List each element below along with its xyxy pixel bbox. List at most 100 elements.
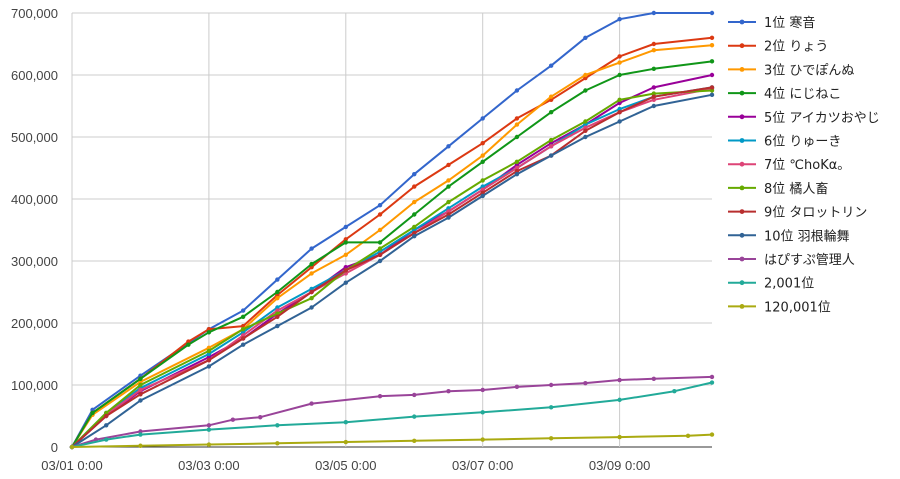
data-point[interactable] <box>309 246 314 251</box>
data-point[interactable] <box>514 116 520 121</box>
data-point[interactable] <box>240 333 246 338</box>
data-point[interactable] <box>412 199 417 205</box>
data-point[interactable] <box>206 351 212 357</box>
data-point[interactable] <box>514 88 520 93</box>
data-point[interactable] <box>548 110 554 115</box>
data-point[interactable] <box>412 227 417 233</box>
data-point[interactable] <box>343 280 348 285</box>
data-point[interactable] <box>343 252 348 257</box>
data-point[interactable] <box>583 119 588 124</box>
data-point[interactable] <box>480 187 485 192</box>
data-point[interactable] <box>480 141 485 146</box>
legend-item[interactable]: 4位 にじねこ <box>728 87 841 102</box>
data-point[interactable] <box>651 48 657 53</box>
data-point[interactable] <box>617 17 622 22</box>
data-point[interactable] <box>583 35 588 40</box>
legend-item[interactable]: 2位 りょう <box>728 40 828 55</box>
data-point[interactable] <box>548 153 554 158</box>
data-point[interactable] <box>412 212 417 217</box>
data-point[interactable] <box>446 209 451 214</box>
data-point[interactable] <box>69 444 75 450</box>
data-point[interactable] <box>206 330 212 335</box>
data-point[interactable] <box>480 190 485 195</box>
data-point[interactable] <box>651 376 657 381</box>
data-point[interactable] <box>343 224 348 230</box>
data-point[interactable] <box>138 382 143 388</box>
data-point[interactable] <box>343 240 348 245</box>
data-point[interactable] <box>709 35 715 40</box>
data-point[interactable] <box>206 348 212 354</box>
data-point[interactable] <box>583 128 588 133</box>
data-point[interactable] <box>480 184 485 189</box>
data-point[interactable] <box>583 75 588 81</box>
data-point[interactable] <box>709 380 715 385</box>
data-point[interactable] <box>412 172 417 177</box>
data-point[interactable] <box>617 106 622 112</box>
data-point[interactable] <box>514 122 520 127</box>
series-line[interactable] <box>71 93 713 448</box>
data-point[interactable] <box>548 141 554 146</box>
data-point[interactable] <box>412 392 417 398</box>
data-point[interactable] <box>275 305 280 310</box>
data-point[interactable] <box>309 289 314 295</box>
data-point[interactable] <box>206 364 212 369</box>
data-point[interactable] <box>275 314 280 319</box>
data-point[interactable] <box>617 60 622 65</box>
data-point[interactable] <box>186 342 191 347</box>
data-point[interactable] <box>206 358 212 363</box>
data-point[interactable] <box>583 88 588 93</box>
data-point[interactable] <box>651 91 657 96</box>
data-point[interactable] <box>309 305 314 310</box>
data-point[interactable] <box>685 433 691 439</box>
data-point[interactable] <box>583 72 588 78</box>
series-line[interactable] <box>71 44 713 448</box>
data-point[interactable] <box>206 427 212 432</box>
data-point[interactable] <box>138 379 143 385</box>
data-point[interactable] <box>672 389 677 394</box>
data-point[interactable] <box>309 296 314 301</box>
data-point[interactable] <box>583 134 588 140</box>
data-point[interactable] <box>377 252 383 257</box>
data-point[interactable] <box>446 212 451 217</box>
data-point[interactable] <box>617 110 622 115</box>
data-point[interactable] <box>377 240 383 245</box>
data-point[interactable] <box>309 261 314 267</box>
data-point[interactable] <box>583 125 588 130</box>
data-point[interactable] <box>480 437 485 442</box>
legend-item[interactable]: 3位 ひでぽんぬ <box>728 63 854 78</box>
series-line[interactable] <box>71 87 713 448</box>
data-point[interactable] <box>377 246 383 251</box>
data-point[interactable] <box>377 258 383 264</box>
data-point[interactable] <box>275 423 280 428</box>
data-point[interactable] <box>617 119 622 124</box>
data-point[interactable] <box>206 442 212 447</box>
data-point[interactable] <box>480 387 485 393</box>
data-point[interactable] <box>617 72 622 78</box>
data-point[interactable] <box>583 122 588 127</box>
data-point[interactable] <box>206 327 212 332</box>
data-point[interactable] <box>138 432 143 437</box>
data-point[interactable] <box>412 234 417 239</box>
data-point[interactable] <box>206 345 212 350</box>
data-point[interactable] <box>548 382 554 388</box>
data-point[interactable] <box>514 165 520 171</box>
data-point[interactable] <box>138 392 143 397</box>
data-point[interactable] <box>309 271 314 276</box>
legend-item[interactable]: 2,001位 <box>728 277 814 292</box>
data-point[interactable] <box>446 215 451 220</box>
data-point[interactable] <box>514 162 520 168</box>
data-point[interactable] <box>480 159 485 164</box>
data-point[interactable] <box>412 438 417 443</box>
data-point[interactable] <box>548 436 554 441</box>
legend-item[interactable]: 8位 橘人畜 <box>728 181 828 197</box>
data-point[interactable] <box>138 398 143 403</box>
data-point[interactable] <box>548 405 554 410</box>
data-point[interactable] <box>548 144 554 149</box>
data-point[interactable] <box>617 54 622 59</box>
data-point[interactable] <box>186 339 191 344</box>
data-point[interactable] <box>514 159 520 164</box>
data-point[interactable] <box>548 137 554 143</box>
data-point[interactable] <box>514 168 520 174</box>
data-point[interactable] <box>548 63 554 68</box>
series-line[interactable] <box>71 433 713 448</box>
